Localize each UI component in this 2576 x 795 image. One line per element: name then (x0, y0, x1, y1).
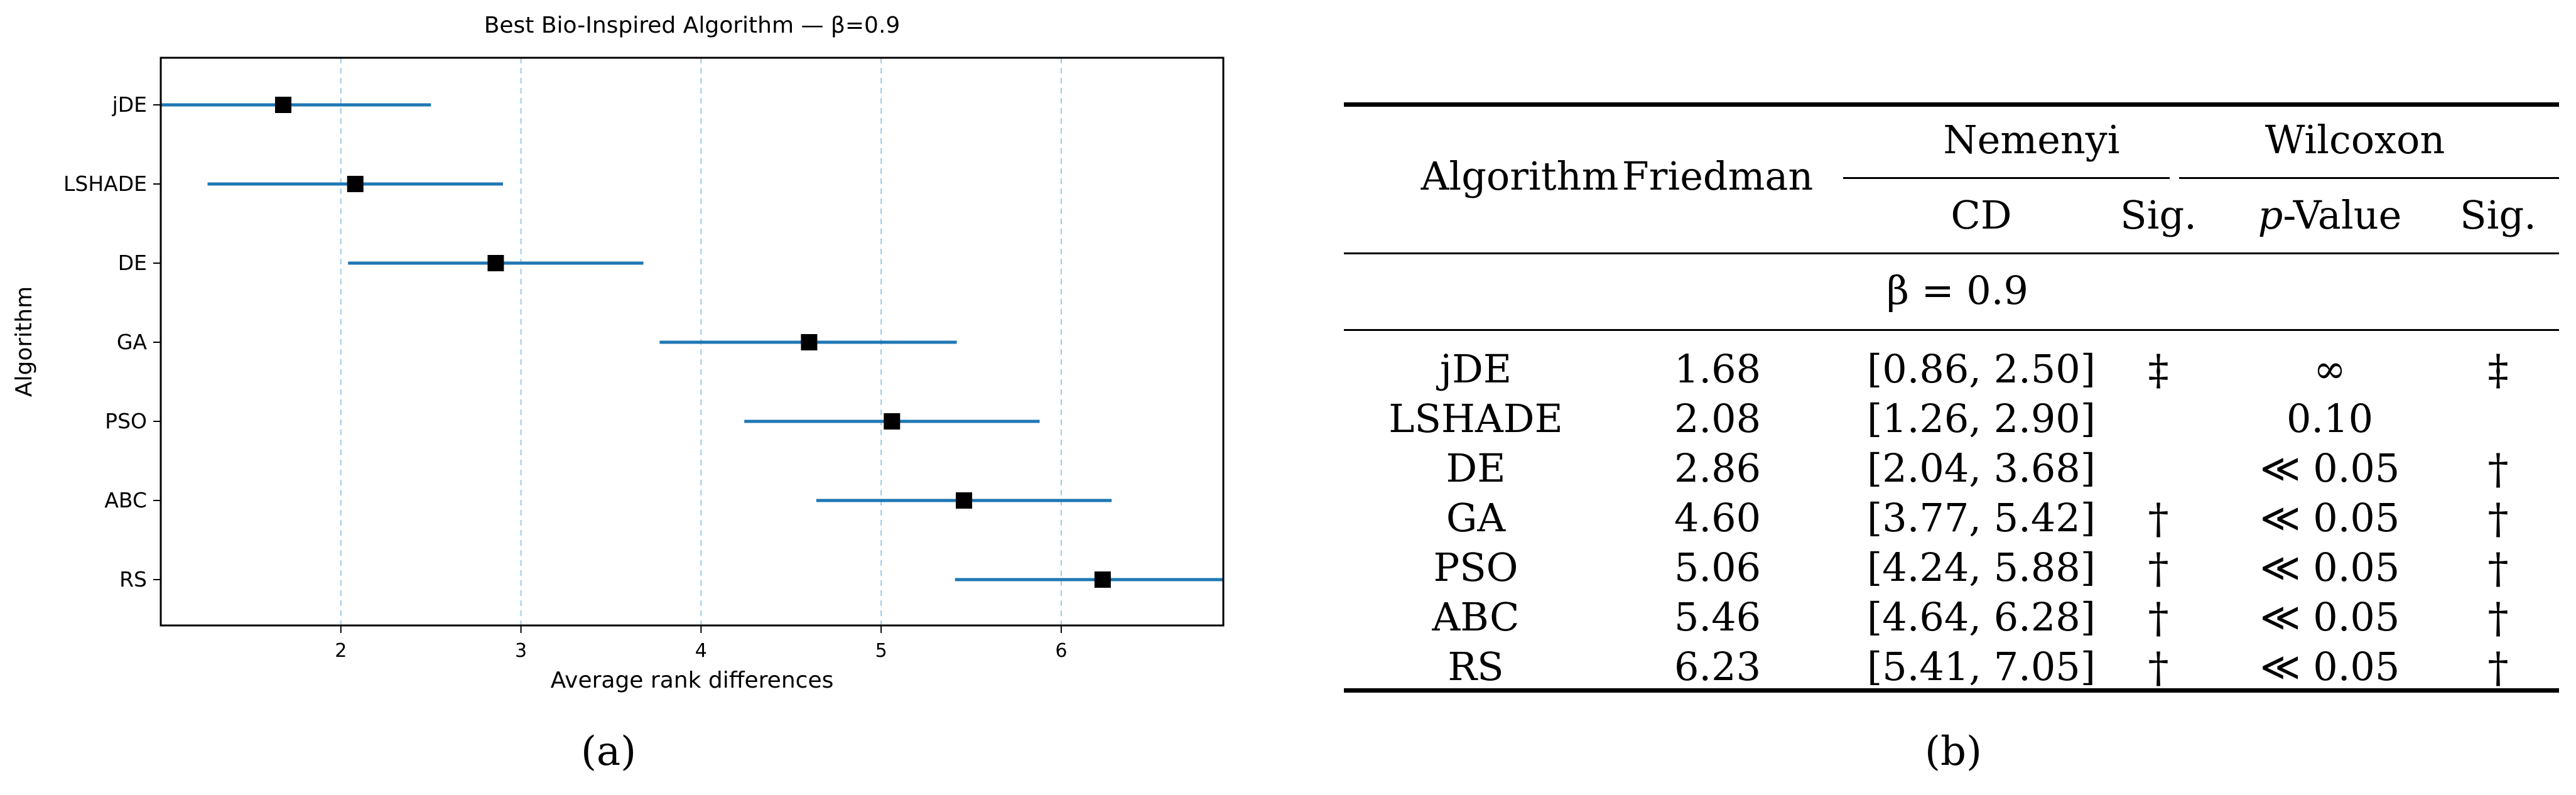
x-tick-label-5: 5 (875, 640, 887, 662)
header-algorithm: Algorithm (1421, 153, 1619, 199)
x-axis-label: Average rank differences (551, 668, 834, 693)
cell-friedman-lshade: 2.08 (1674, 396, 1762, 441)
header-nemenyi: Nemenyi (1943, 117, 2120, 163)
wilcoxon-rule (2179, 177, 2559, 179)
y-tick-label-rs: RS (119, 567, 147, 592)
cell-pvalue-rs: ≪ 0.05 (2259, 644, 2400, 690)
cell-sig2-pso: † (2487, 544, 2509, 593)
panel-caption-b: (b) (1925, 728, 1982, 775)
cell-algorithm-lshade: LSHADE (1388, 396, 1563, 441)
cell-cd-rs: [5.41, 7.05] (1867, 644, 2096, 690)
cell-algorithm-pso: PSO (1433, 544, 1518, 590)
cell-sig2-ga: † (2487, 495, 2509, 543)
cell-algorithm-abc: ABC (1432, 594, 1520, 640)
x-ticks: 2 3 4 5 6 (335, 625, 1067, 662)
cell-sig2-de: † (2487, 445, 2509, 494)
group-label-beta: β = 0.9 (1886, 268, 2028, 313)
cell-sig1-pso: † (2148, 544, 2169, 593)
cell-pvalue-jde: ∞ (2314, 346, 2346, 392)
x-tick-label-6: 6 (1055, 640, 1067, 662)
rank-difference-chart: Best Bio-Inspired Algorithm — β=0.9 jDE L… (11, 13, 1225, 693)
cell-cd-de: [2.04, 3.68] (1867, 445, 2096, 491)
cell-cd-abc: [4.64, 6.28] (1867, 594, 2096, 640)
header-rule (1344, 252, 2559, 254)
cell-sig1-jde: ‡ (2148, 346, 2169, 394)
header-cd: CD (1951, 192, 2012, 238)
bottom-rule (1344, 688, 2559, 693)
cell-algorithm-jde: jDE (1439, 346, 1512, 392)
cell-sig2-rs: † (2487, 644, 2509, 692)
cell-pvalue-ga: ≪ 0.05 (2259, 495, 2400, 541)
cell-algorithm-de: DE (1446, 445, 1506, 491)
mean-marker-de (487, 255, 504, 271)
mean-marker-ga (801, 334, 818, 350)
chart-title: Best Bio-Inspired Algorithm — β=0.9 (484, 13, 901, 38)
y-tick-label-pso: PSO (105, 409, 147, 433)
mean-marker-lshade (347, 176, 364, 192)
header-wilcoxon: Wilcoxon (2265, 117, 2445, 163)
x-tick-label-4: 4 (695, 640, 707, 662)
cell-sig1-rs: † (2148, 644, 2169, 692)
header-sig-nemenyi: Sig. (2120, 192, 2197, 238)
cell-friedman-pso: 5.06 (1674, 544, 1762, 590)
x-tick-label-2: 2 (335, 640, 347, 662)
y-tick-label-lshade: LSHADE (63, 171, 147, 196)
cell-sig1-ga: † (2148, 495, 2169, 543)
cell-friedman-abc: 5.46 (1674, 594, 1762, 640)
y-tick-label-jde: jDE (112, 92, 147, 117)
cell-algorithm-ga: GA (1446, 495, 1506, 541)
cell-algorithm-rs: RS (1448, 644, 1504, 690)
header-pvalue-p: p (2258, 192, 2283, 238)
cell-friedman-de: 2.86 (1674, 445, 1762, 491)
header-sig-wilcoxon: Sig. (2460, 192, 2536, 238)
cell-friedman-ga: 4.60 (1674, 495, 1762, 541)
cell-friedman-rs: 6.23 (1674, 644, 1762, 690)
top-rule (1344, 102, 2559, 107)
y-ticks: jDE LSHADE DE GA PSO ABC RS (63, 92, 161, 592)
header-pvalue: p-Value (2258, 196, 2402, 235)
cell-cd-ga: [3.77, 5.42] (1867, 495, 2096, 541)
cell-pvalue-pso: ≪ 0.05 (2259, 544, 2400, 590)
panel-caption-a: (a) (581, 728, 637, 775)
y-tick-label-de: DE (118, 251, 147, 275)
mean-marker-rs (1094, 571, 1111, 588)
cell-friedman-jde: 1.68 (1674, 346, 1762, 392)
cell-cd-jde: [0.86, 2.50] (1867, 346, 2096, 392)
mean-marker-abc (956, 492, 973, 509)
interval-bars (161, 97, 1223, 588)
cell-pvalue-lshade: 0.10 (2286, 396, 2374, 441)
mean-marker-pso (884, 413, 901, 430)
y-tick-label-abc: ABC (104, 488, 147, 512)
cell-cd-pso: [4.24, 5.88] (1867, 544, 2096, 590)
mean-marker-jde (275, 97, 292, 113)
nemenyi-rule (1843, 177, 2170, 179)
cell-sig2-jde: ‡ (2487, 346, 2509, 394)
cell-pvalue-abc: ≪ 0.05 (2259, 594, 2400, 640)
cell-sig1-abc: † (2148, 594, 2169, 642)
x-tick-label-3: 3 (515, 640, 527, 662)
cell-cd-lshade: [1.26, 2.90] (1867, 396, 2096, 441)
y-tick-label-ga: GA (117, 330, 148, 354)
cell-sig2-abc: † (2487, 594, 2509, 642)
y-axis-label: Algorithm (11, 286, 37, 397)
cell-pvalue-de: ≪ 0.05 (2259, 445, 2400, 491)
group-rule (1344, 329, 2559, 331)
header-friedman: Friedman (1621, 153, 1814, 199)
header-pvalue-rest: -Value (2283, 192, 2402, 238)
